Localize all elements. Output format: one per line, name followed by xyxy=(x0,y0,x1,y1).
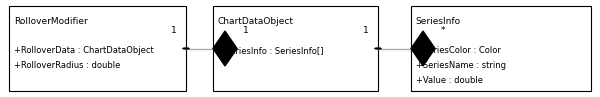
Circle shape xyxy=(375,48,381,49)
Text: +RolloverRadius : double: +RolloverRadius : double xyxy=(14,61,120,70)
Bar xyxy=(9,6,186,91)
Text: +RolloverData : ChartDataObject: +RolloverData : ChartDataObject xyxy=(14,46,154,55)
Text: *: * xyxy=(441,26,446,35)
Text: +Value : double: +Value : double xyxy=(416,76,483,85)
Text: SeriesInfo: SeriesInfo xyxy=(416,17,461,26)
Bar xyxy=(213,6,378,91)
Polygon shape xyxy=(411,31,435,66)
Text: 1: 1 xyxy=(171,26,177,35)
Bar xyxy=(411,6,591,91)
Polygon shape xyxy=(213,31,237,66)
Text: +SeriesInfo : SeriesInfo[]: +SeriesInfo : SeriesInfo[] xyxy=(218,46,323,55)
Text: ChartDataObject: ChartDataObject xyxy=(218,17,294,26)
Text: 1: 1 xyxy=(243,26,249,35)
Text: 1: 1 xyxy=(363,26,369,35)
Text: +SeriesName : string: +SeriesName : string xyxy=(416,61,506,70)
Circle shape xyxy=(183,48,189,49)
Text: RolloverModifier: RolloverModifier xyxy=(14,17,88,26)
Text: +SeriesColor : Color: +SeriesColor : Color xyxy=(416,46,500,55)
